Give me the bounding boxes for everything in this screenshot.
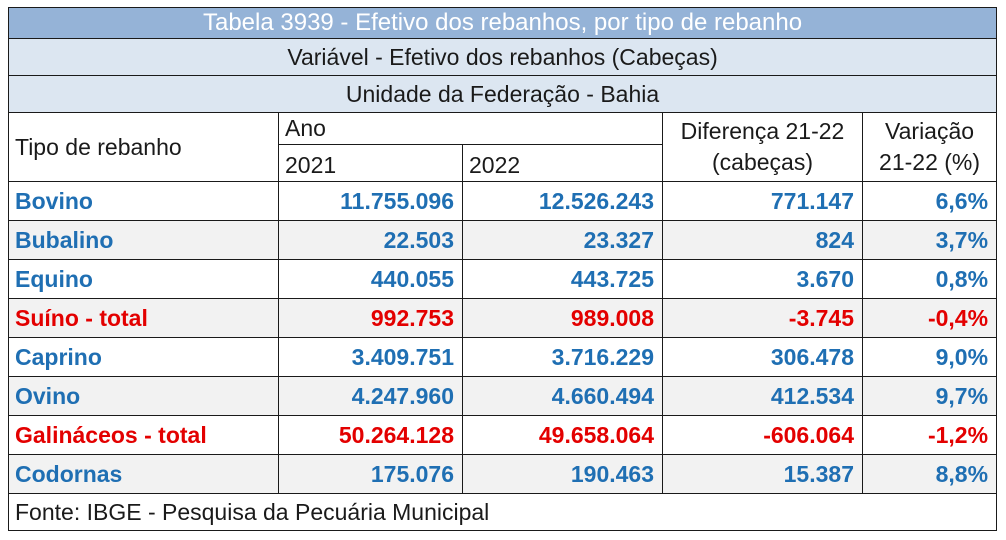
row-diferenca: 3.670 bbox=[662, 259, 863, 299]
table-container: Tabela 3939 - Efetivo dos rebanhos, por … bbox=[7, 7, 998, 531]
header-diferenca: Diferença 21-22 (cabeças) bbox=[662, 112, 863, 182]
table-title: Tabela 3939 - Efetivo dos rebanhos, por … bbox=[7, 7, 998, 39]
table-row: Caprino 3.409.751 3.716.229 306.478 9,0% bbox=[8, 337, 998, 377]
header-tipo: Tipo de rebanho bbox=[8, 112, 279, 182]
table-row: Equino 440.055 443.725 3.670 0,8% bbox=[8, 259, 998, 299]
row-2022: 190.463 bbox=[462, 454, 663, 494]
header-2021: 2021 bbox=[278, 144, 463, 182]
header-variacao-line2: 21-22 (%) bbox=[879, 149, 981, 175]
table-row: Suíno - total 992.753 989.008 -3.745 -0,… bbox=[8, 298, 998, 338]
table-row: Codornas 175.076 190.463 15.387 8,8% bbox=[8, 454, 998, 494]
row-2021: 992.753 bbox=[278, 298, 463, 338]
row-diferenca: 412.534 bbox=[662, 376, 863, 416]
row-2022: 23.327 bbox=[462, 220, 663, 260]
row-2022: 49.658.064 bbox=[462, 415, 663, 455]
row-2022: 4.660.494 bbox=[462, 376, 663, 416]
source-note: Fonte: IBGE - Pesquisa da Pecuária Munic… bbox=[7, 493, 998, 531]
row-diferenca: 824 bbox=[662, 220, 863, 260]
row-tipo: Galináceos - total bbox=[8, 415, 279, 455]
row-tipo: Codornas bbox=[8, 454, 279, 494]
header-diferenca-line1: Diferença 21-22 bbox=[680, 117, 845, 144]
livestock-table: Tabela 3939 - Efetivo dos rebanhos, por … bbox=[7, 7, 998, 531]
header-variacao: Variação 21-22 (%) bbox=[861, 112, 998, 182]
header-ano: Ano bbox=[278, 112, 663, 145]
row-2021: 22.503 bbox=[278, 220, 463, 260]
unit-row: Unidade da Federação - Bahia bbox=[7, 75, 998, 113]
row-diferenca: -3.745 bbox=[662, 298, 863, 338]
row-variacao: 8,8% bbox=[861, 454, 998, 494]
row-tipo: Bubalino bbox=[8, 220, 279, 260]
row-2022: 3.716.229 bbox=[462, 337, 663, 377]
row-variacao: -1,2% bbox=[861, 415, 998, 455]
table-row: Bovino 11.755.096 12.526.243 771.147 6,6… bbox=[8, 181, 998, 221]
header-diferenca-line2: (cabeças) bbox=[712, 149, 813, 175]
row-2021: 11.755.096 bbox=[278, 181, 463, 221]
row-variacao: 0,8% bbox=[861, 259, 998, 299]
row-2021: 3.409.751 bbox=[278, 337, 463, 377]
row-tipo: Suíno - total bbox=[8, 298, 279, 338]
row-diferenca: 306.478 bbox=[662, 337, 863, 377]
header-2022: 2022 bbox=[462, 144, 663, 182]
row-tipo: Bovino bbox=[8, 181, 279, 221]
row-2021: 440.055 bbox=[278, 259, 463, 299]
row-2022: 443.725 bbox=[462, 259, 663, 299]
row-tipo: Caprino bbox=[8, 337, 279, 377]
table-row: Ovino 4.247.960 4.660.494 412.534 9,7% bbox=[8, 376, 998, 416]
row-variacao: 9,7% bbox=[861, 376, 998, 416]
row-diferenca: 771.147 bbox=[662, 181, 863, 221]
table-row: Bubalino 22.503 23.327 824 3,7% bbox=[8, 220, 998, 260]
row-2021: 4.247.960 bbox=[278, 376, 463, 416]
row-variacao: 6,6% bbox=[861, 181, 998, 221]
header-variacao-line1: Variação bbox=[884, 117, 975, 144]
row-variacao: 3,7% bbox=[861, 220, 998, 260]
table-row: Galináceos - total 50.264.128 49.658.064… bbox=[8, 415, 998, 455]
row-diferenca: -606.064 bbox=[662, 415, 863, 455]
row-2021: 50.264.128 bbox=[278, 415, 463, 455]
row-tipo: Equino bbox=[8, 259, 279, 299]
row-tipo: Ovino bbox=[8, 376, 279, 416]
row-2021: 175.076 bbox=[278, 454, 463, 494]
row-2022: 989.008 bbox=[462, 298, 663, 338]
row-diferenca: 15.387 bbox=[662, 454, 863, 494]
row-variacao: 9,0% bbox=[861, 337, 998, 377]
row-variacao: -0,4% bbox=[861, 298, 998, 338]
row-2022: 12.526.243 bbox=[462, 181, 663, 221]
variable-row: Variável - Efetivo dos rebanhos (Cabeças… bbox=[7, 38, 998, 76]
